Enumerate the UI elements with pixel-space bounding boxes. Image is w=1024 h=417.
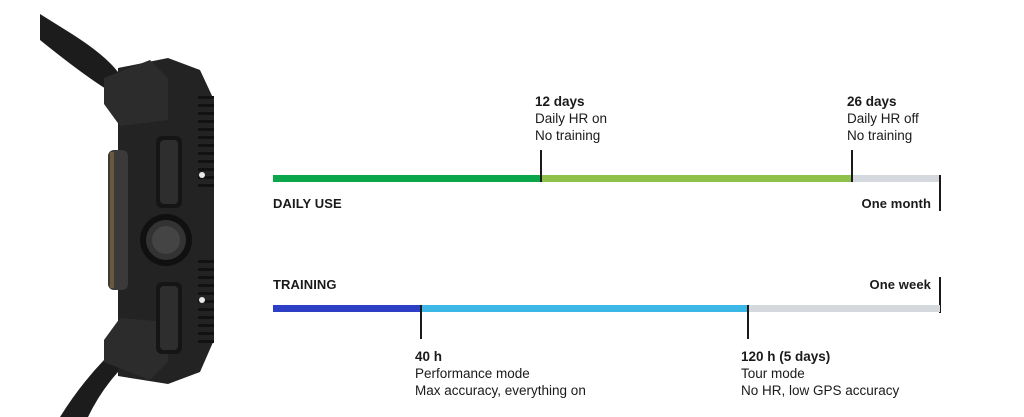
daily-marker-2-title: 26 days (847, 94, 897, 109)
training-marker-1-title: 40 h (415, 349, 443, 364)
training-end-label: One week (869, 277, 931, 292)
training-segment-rest (748, 305, 940, 312)
daily-marker-1-line1: Daily HR on (535, 111, 608, 126)
training-segment-performance (273, 305, 421, 312)
daily-end-label: One month (861, 196, 931, 211)
daily-marker-1-line2: No training (535, 128, 601, 143)
daily-segment-hr-off (541, 175, 852, 182)
training-marker-2-line1: Tour mode (741, 366, 805, 381)
training-marker-2-tick (747, 305, 749, 339)
daily-marker-2-line2: No training (847, 128, 913, 143)
daily-marker-1-tick (540, 150, 542, 182)
daily-marker-2-tick (851, 150, 853, 182)
training-marker-1-tick (420, 305, 422, 339)
daily-end-tick (939, 175, 941, 211)
daily-marker-1-title: 12 days (535, 94, 585, 109)
training-marker-1-line2: Max accuracy, everything on (415, 383, 586, 398)
training-label: TRAINING (273, 277, 337, 292)
daily-segment-rest (852, 175, 940, 182)
daily-marker-2-line1: Daily HR off (847, 111, 919, 126)
training-marker-1-line1: Performance mode (415, 366, 530, 381)
training-marker-2-title: 120 h (5 days) (741, 349, 831, 364)
daily-use-label: DAILY USE (273, 196, 342, 211)
training-end-tick (939, 277, 941, 313)
training-marker-1-annotation: 40 h Performance mode Max accuracy, ever… (415, 348, 586, 399)
training-segment-tour (421, 305, 748, 312)
watch-side-view-image (40, 14, 214, 417)
daily-marker-1-annotation: 12 days Daily HR on No training (535, 93, 607, 144)
training-marker-2-line2: No HR, low GPS accuracy (741, 383, 900, 398)
training-marker-2-annotation: 120 h (5 days) Tour mode No HR, low GPS … (741, 348, 899, 399)
daily-marker-2-annotation: 26 days Daily HR off No training (847, 93, 919, 144)
daily-segment-hr-on (273, 175, 541, 182)
